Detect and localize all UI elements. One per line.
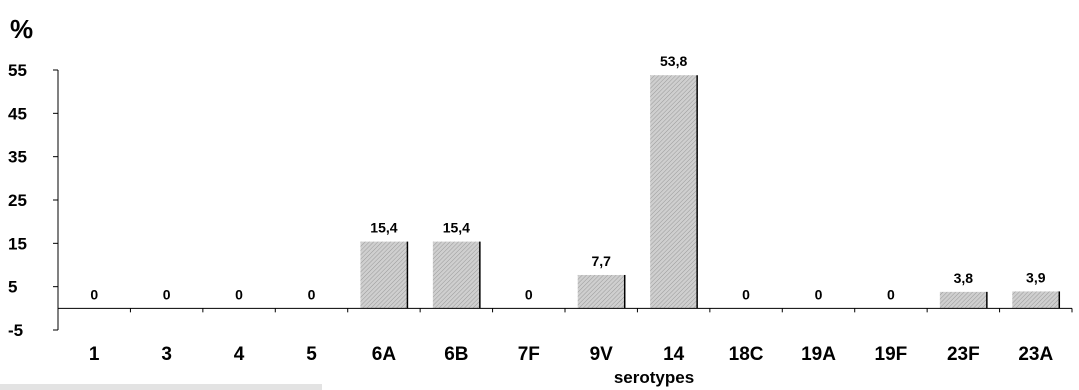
data-label: 0 <box>163 286 171 302</box>
x-tick-label: 7F <box>518 344 540 365</box>
bars-group <box>360 75 1061 309</box>
x-tick-label: 18C <box>729 344 764 365</box>
x-tick-label: 14 <box>663 344 685 365</box>
x-tick-label: 3 <box>161 344 172 365</box>
data-label: 53,8 <box>660 53 687 69</box>
y-tick-label: 35 <box>8 148 27 167</box>
data-label: 0 <box>90 286 98 302</box>
data-label: 15,4 <box>370 220 397 236</box>
data-labels-group: 0 0 0 0 15,4 15,4 0 7,7 53,8 0 0 0 3,8 3,9 <box>90 53 1045 302</box>
x-tick-label: 1 <box>89 344 100 365</box>
x-tick-label: 19A <box>801 344 836 365</box>
bar <box>650 75 698 309</box>
data-label: 3,9 <box>1026 269 1046 285</box>
y-axis: 55 45 35 25 15 5 -5 <box>8 61 59 340</box>
x-tick-label: 6B <box>444 344 468 365</box>
y-axis-unit-label: % <box>10 14 33 44</box>
y-tick-label: 55 <box>8 61 27 80</box>
x-tick-label: 4 <box>234 344 245 365</box>
bar <box>577 274 625 309</box>
data-label: 0 <box>887 286 895 302</box>
bar <box>1012 291 1060 309</box>
x-tick-label: 19F <box>875 344 908 365</box>
x-tick-label: 23F <box>947 344 980 365</box>
data-label: 0 <box>235 286 243 302</box>
x-tick-label: 5 <box>306 344 317 365</box>
data-label: 15,4 <box>443 220 470 236</box>
bar <box>360 241 408 309</box>
data-label: 7,7 <box>591 253 611 269</box>
data-label: 0 <box>815 286 823 302</box>
x-tick-label: 6A <box>372 344 397 365</box>
y-tick-label: 45 <box>8 104 27 123</box>
data-label: 3,8 <box>954 270 974 286</box>
x-axis: 1 3 4 5 6A 6B 7F 9V 14 18C 19A 19F 23F 23A <box>57 307 1073 365</box>
data-label: 0 <box>742 286 750 302</box>
bar <box>939 291 987 309</box>
y-tick-label: 25 <box>8 191 27 210</box>
x-tick-label: 23A <box>1018 344 1053 365</box>
data-label: 0 <box>308 286 316 302</box>
y-tick-label: 15 <box>8 234 27 253</box>
data-label: 0 <box>525 286 533 302</box>
bottom-scrollbar-strip <box>0 384 322 390</box>
x-tick-label: 9V <box>590 344 614 365</box>
y-tick-label: 5 <box>8 278 17 297</box>
y-tick-label: -5 <box>8 321 23 340</box>
x-axis-title: serotypes <box>614 368 694 387</box>
bar <box>432 241 480 309</box>
